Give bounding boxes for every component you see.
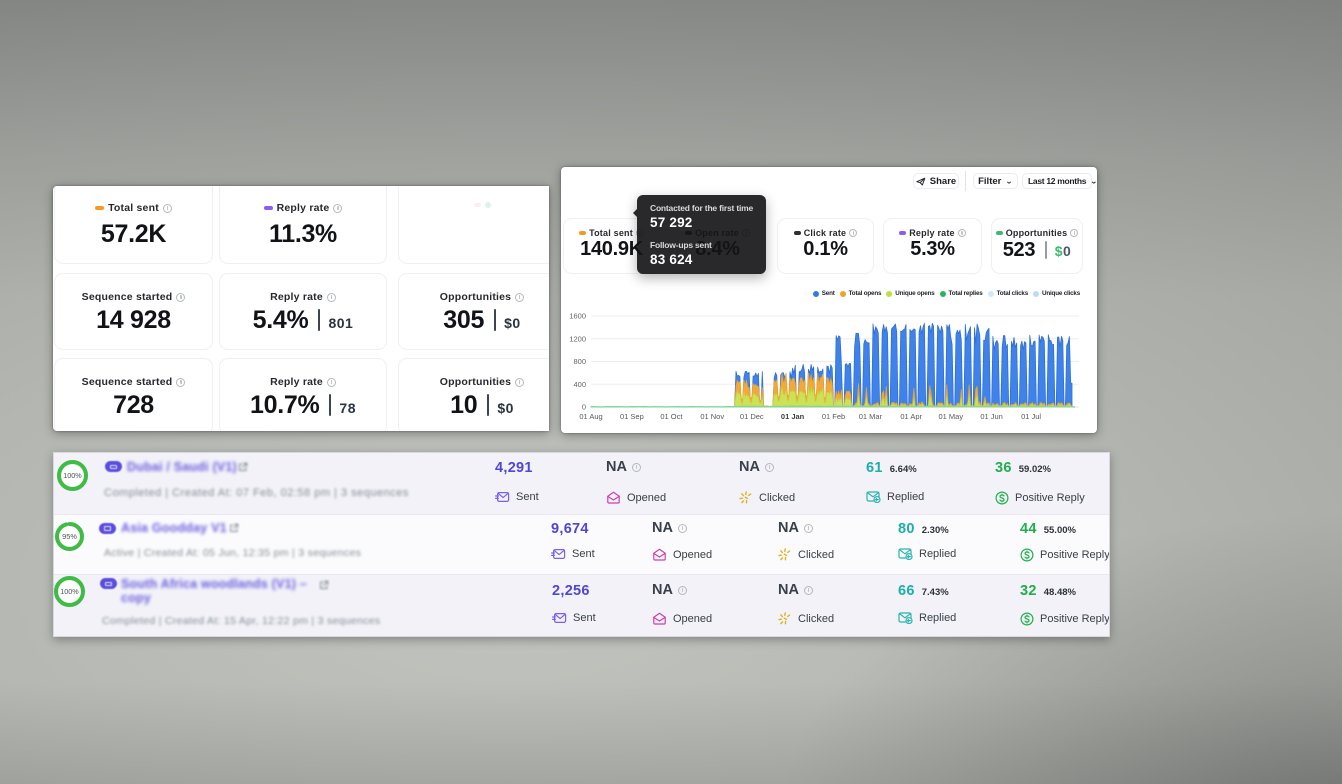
svg-text:01 Apr: 01 Apr	[900, 412, 922, 421]
svg-text:100%: 100%	[63, 471, 82, 480]
svg-text:100%: 100%	[60, 587, 79, 596]
svg-text:01 Oct: 01 Oct	[660, 412, 683, 421]
svg-text:1200: 1200	[569, 334, 586, 343]
svg-text:95%: 95%	[62, 532, 77, 541]
svg-text:1600: 1600	[569, 312, 586, 321]
svg-text:800: 800	[573, 357, 586, 366]
svg-text:01 Aug: 01 Aug	[579, 412, 602, 421]
svg-text:01 May: 01 May	[938, 412, 963, 421]
svg-text:01 Jul: 01 Jul	[1021, 412, 1041, 421]
svg-text:400: 400	[573, 380, 586, 389]
svg-text:01 Jan: 01 Jan	[781, 412, 805, 421]
svg-text:0: 0	[582, 403, 586, 412]
svg-text:01 Feb: 01 Feb	[822, 412, 845, 421]
svg-text:01 Sep: 01 Sep	[620, 412, 644, 421]
svg-text:01 Mar: 01 Mar	[859, 412, 883, 421]
svg-text:01 Nov: 01 Nov	[700, 412, 724, 421]
svg-text:01 Dec: 01 Dec	[740, 412, 764, 421]
svg-text:01 Jun: 01 Jun	[980, 412, 1003, 421]
